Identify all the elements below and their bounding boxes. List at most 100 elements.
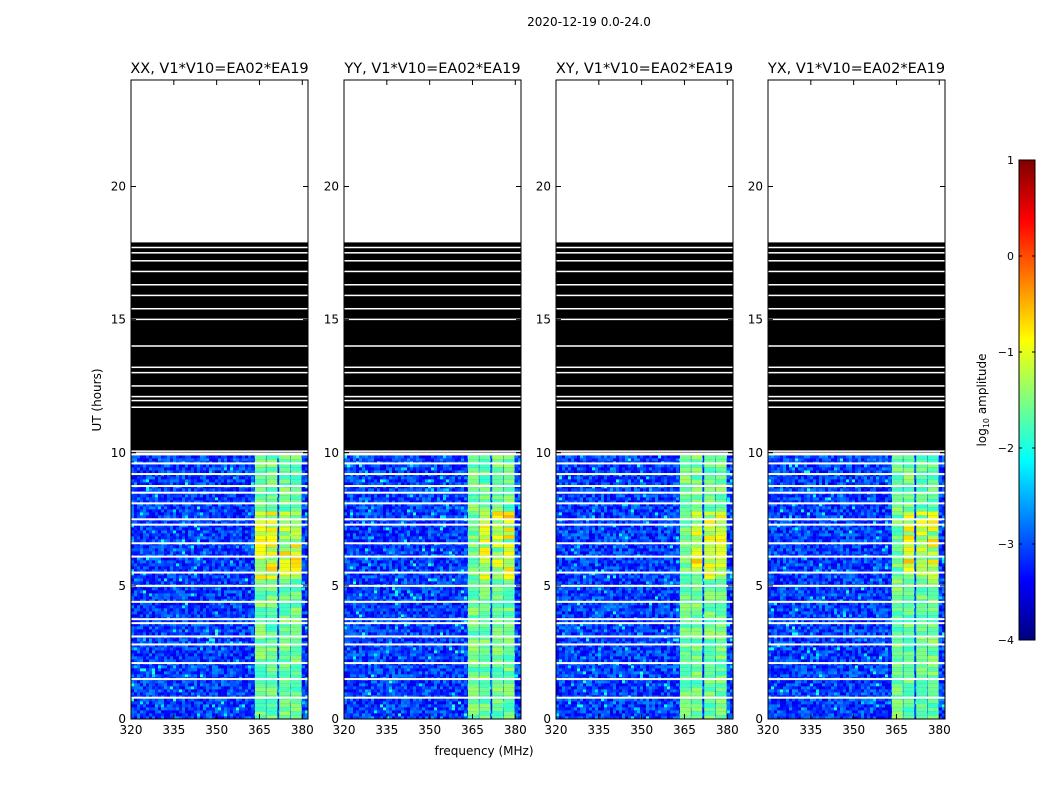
noise-cell xyxy=(209,548,212,552)
noise-cell xyxy=(131,590,134,594)
noise-cell xyxy=(140,476,143,480)
noise-cell xyxy=(200,698,203,702)
noise-cell xyxy=(167,560,170,564)
noise-cell xyxy=(143,458,146,462)
noise-cell xyxy=(131,476,134,480)
noise-cell xyxy=(218,524,221,528)
noise-cell xyxy=(242,479,245,483)
noise-cell xyxy=(185,653,188,657)
noise-cell xyxy=(149,665,152,669)
noise-cell xyxy=(173,653,176,657)
noise-cell xyxy=(191,497,194,501)
noise-cell xyxy=(152,650,155,654)
noise-cell xyxy=(155,689,158,693)
noise-cell xyxy=(191,557,194,561)
noise-cell xyxy=(143,641,146,645)
noise-cell xyxy=(239,494,242,498)
noise-cell xyxy=(143,647,146,651)
noise-cell xyxy=(149,539,152,543)
noise-cell xyxy=(239,572,242,576)
noise-cell xyxy=(248,704,251,708)
noise-cell xyxy=(185,476,188,480)
noise-cell xyxy=(302,464,305,468)
noise-cell xyxy=(212,527,215,531)
noise-cell xyxy=(230,686,233,690)
noise-cell xyxy=(242,674,245,678)
noise-cell xyxy=(161,647,164,651)
noise-cell xyxy=(137,596,140,600)
noise-cell xyxy=(212,563,215,567)
noise-cell xyxy=(188,467,191,471)
noise-cell xyxy=(230,704,233,708)
noise-cell xyxy=(302,668,305,672)
noise-cell xyxy=(170,596,173,600)
noise-cell xyxy=(221,593,224,597)
noise-cell xyxy=(161,521,164,525)
noise-cell xyxy=(206,656,209,660)
noise-cell xyxy=(209,641,212,645)
noise-cell xyxy=(206,563,209,567)
noise-cell xyxy=(185,626,188,630)
noise-cell xyxy=(194,692,197,696)
noise-cell xyxy=(173,509,176,513)
noise-cell xyxy=(143,656,146,660)
noise-cell xyxy=(146,521,149,525)
noise-cell xyxy=(191,647,194,651)
noise-cell xyxy=(245,497,248,501)
noise-cell xyxy=(209,683,212,687)
noise-cell xyxy=(224,689,227,693)
noise-cell xyxy=(164,479,167,483)
noise-cell xyxy=(194,596,197,600)
noise-cell xyxy=(194,623,197,627)
noise-cell xyxy=(212,581,215,585)
noise-cell xyxy=(158,479,161,483)
noise-cell xyxy=(218,545,221,549)
noise-cell xyxy=(251,572,254,576)
noise-cell xyxy=(140,569,143,573)
noise-cell xyxy=(248,665,251,669)
noise-cell xyxy=(164,614,167,618)
noise-cell xyxy=(215,470,218,474)
noise-cell xyxy=(233,467,236,471)
noise-cell xyxy=(218,503,221,507)
noise-cell xyxy=(248,605,251,609)
noise-cell xyxy=(155,479,158,483)
noise-cell xyxy=(209,647,212,651)
noise-cell xyxy=(146,581,149,585)
noise-cell xyxy=(164,467,167,471)
noise-cell xyxy=(215,701,218,705)
noise-cell xyxy=(230,581,233,585)
noise-cell xyxy=(227,602,230,606)
noise-cell xyxy=(212,683,215,687)
noise-cell xyxy=(215,575,218,579)
noise-cell xyxy=(194,632,197,636)
noise-cell xyxy=(152,647,155,651)
noise-cell xyxy=(158,608,161,612)
noise-cell xyxy=(146,539,149,543)
noise-cell xyxy=(203,479,206,483)
noise-cell xyxy=(170,707,173,711)
noise-cell xyxy=(188,653,191,657)
noise-cell xyxy=(134,530,137,534)
noise-cell xyxy=(176,551,179,555)
noise-cell xyxy=(248,614,251,618)
noise-cell xyxy=(152,644,155,648)
noise-cell xyxy=(191,683,194,687)
noise-cell xyxy=(185,506,188,510)
noise-cell xyxy=(170,674,173,678)
noise-cell xyxy=(134,596,137,600)
noise-cell xyxy=(152,587,155,591)
noise-cell xyxy=(179,632,182,636)
noise-cell xyxy=(131,668,134,672)
noise-cell xyxy=(218,566,221,570)
noise-cell xyxy=(140,548,143,552)
noise-cell xyxy=(182,686,185,690)
noise-cell xyxy=(230,515,233,519)
noise-cell xyxy=(212,611,215,615)
noise-cell xyxy=(152,527,155,531)
noise-cell xyxy=(236,638,239,642)
noise-cell xyxy=(182,614,185,618)
noise-cell xyxy=(146,524,149,528)
noise-cell xyxy=(212,464,215,468)
noise-cell xyxy=(197,515,200,519)
